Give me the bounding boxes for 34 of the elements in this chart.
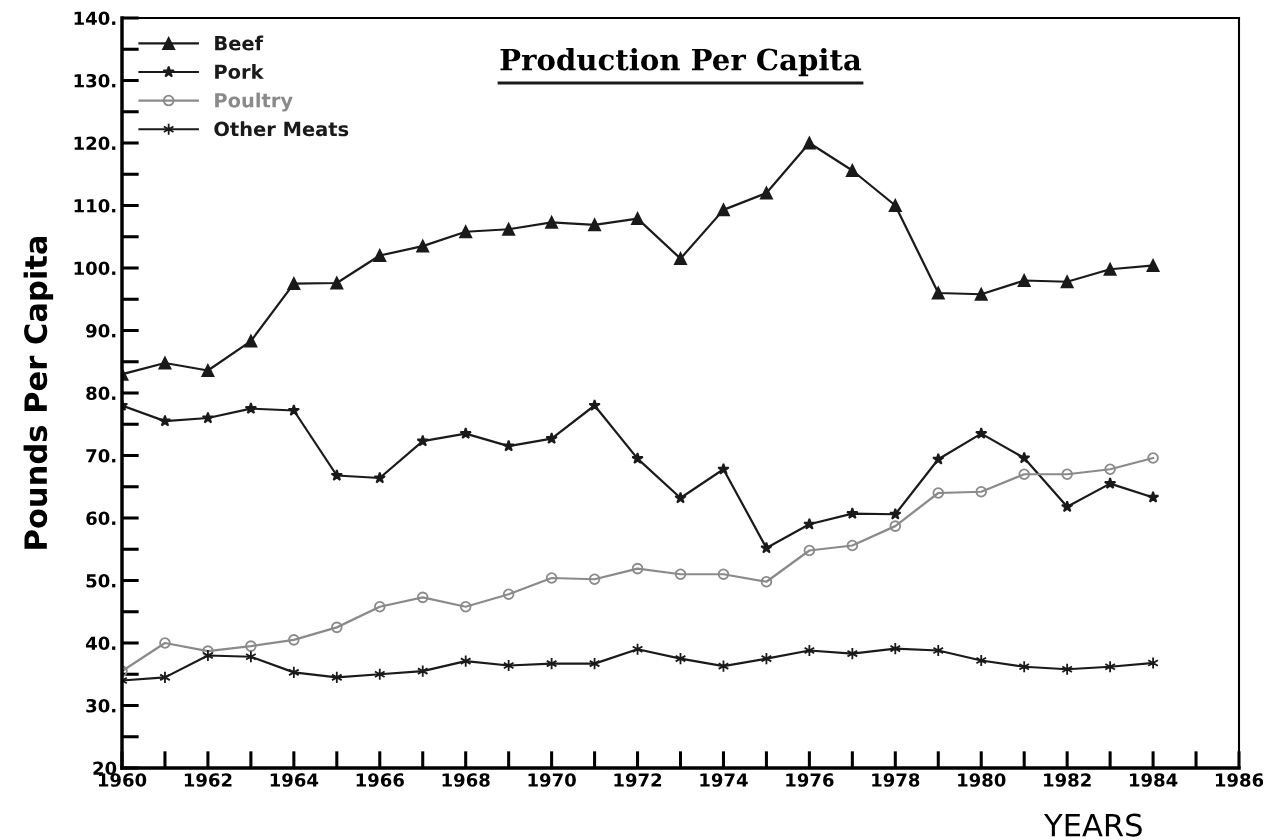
x-axis-title: YEARS xyxy=(1043,813,1142,837)
y-tick-label: 80. xyxy=(86,386,116,401)
x-tick-label: 1984 xyxy=(1129,773,1178,787)
x-tick-label: 1966 xyxy=(356,773,404,787)
x-tick-label: 1960 xyxy=(98,773,147,787)
legend-label: Other Meats xyxy=(214,121,349,137)
y-tick-label: 140. xyxy=(74,11,116,26)
x-tick-label: 1974 xyxy=(700,773,748,787)
x-tick-label: 1962 xyxy=(184,773,232,787)
y-tick-label: 100. xyxy=(74,261,116,276)
x-tick-label: 1976 xyxy=(786,773,834,787)
x-tick-label: 1970 xyxy=(528,773,576,787)
x-tick-label: 1964 xyxy=(270,773,319,787)
y-tick-label: 40. xyxy=(85,636,116,651)
y-axis-title: Pounds Per Capita xyxy=(23,236,54,549)
x-tick-label: 1980 xyxy=(958,773,1006,787)
y-tick-label: 60. xyxy=(86,511,116,526)
y-tick-label: 90. xyxy=(86,323,116,338)
x-tick-label: 1968 xyxy=(442,773,490,787)
x-tick-label: 1972 xyxy=(614,773,662,787)
y-tick-label: 110. xyxy=(74,198,116,213)
y-tick-label: 50. xyxy=(86,573,116,588)
legend-label: Beef xyxy=(215,35,264,51)
x-tick-label: 1978 xyxy=(872,773,920,787)
legend-label: Poultry xyxy=(215,92,293,112)
y-tick-label: 130. xyxy=(74,73,116,88)
legend-label: Pork xyxy=(215,64,264,80)
y-tick-label: 30. xyxy=(86,698,116,713)
y-tick-label: 20 xyxy=(93,761,117,776)
x-tick-label: 1986 xyxy=(1215,773,1264,787)
y-tick-label: 120. xyxy=(74,136,116,151)
text: Production Per Capita xyxy=(500,48,862,77)
y-tick-label: 70. xyxy=(86,448,116,463)
x-tick-label: 1982 xyxy=(1044,773,1091,787)
